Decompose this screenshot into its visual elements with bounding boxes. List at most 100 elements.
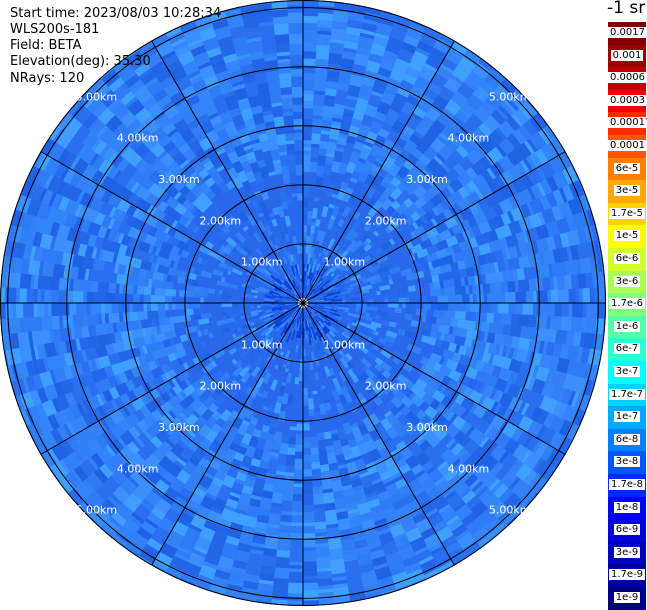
field-gate — [283, 422, 290, 430]
field-gate — [274, 478, 285, 490]
field-gate — [115, 293, 122, 303]
field-gate — [374, 303, 378, 307]
field-gate — [290, 426, 297, 430]
field-gate — [5, 287, 16, 303]
field-gate — [550, 316, 562, 330]
field-gate — [314, 80, 326, 91]
field-gate — [311, 133, 320, 144]
field-gate — [303, 144, 311, 148]
field-gate — [303, 41, 317, 52]
field-gate — [303, 136, 312, 140]
field-gate — [305, 253, 308, 257]
field-gate — [566, 260, 578, 275]
field-gate — [280, 514, 292, 522]
field-gate — [402, 303, 406, 308]
field-gate — [9, 318, 21, 334]
field-gate — [313, 493, 324, 504]
field-gate — [328, 538, 342, 550]
field-gate — [326, 517, 338, 526]
field-gate — [416, 291, 420, 297]
field-gate — [292, 508, 303, 512]
field-gate — [384, 307, 388, 312]
field-gate — [303, 388, 308, 395]
field-gate — [515, 303, 522, 314]
field-gate — [83, 292, 87, 303]
field-gate — [459, 303, 466, 312]
field-gate — [317, 34, 332, 46]
field-gate — [303, 5, 319, 16]
field-gate — [561, 303, 568, 317]
field-gate — [333, 10, 349, 23]
field-gate — [307, 384, 312, 391]
field-gate — [303, 108, 313, 119]
field-gate — [303, 16, 318, 23]
field-gate — [324, 99, 335, 107]
field-gate — [165, 296, 172, 303]
field-gate — [311, 462, 320, 470]
field-gate — [303, 197, 309, 201]
field-gate — [158, 303, 165, 311]
field-gate — [311, 144, 320, 148]
field-gate — [275, 557, 289, 569]
field-gate — [452, 295, 456, 303]
field-gate — [303, 377, 307, 388]
field-gate — [158, 310, 166, 318]
field-gate — [296, 430, 303, 434]
field-gate — [119, 303, 130, 313]
field-gate — [317, 571, 332, 579]
field-gate — [303, 505, 314, 512]
field-gate — [19, 288, 26, 303]
field-gate — [247, 309, 251, 312]
field-gate — [12, 303, 16, 318]
field-gate — [172, 303, 176, 310]
field-gate — [190, 303, 194, 309]
field-gate — [468, 320, 476, 330]
field-gate — [406, 297, 410, 303]
field-gate — [27, 289, 34, 303]
field-gate — [295, 445, 303, 452]
field-gate — [538, 264, 550, 278]
field-gate — [366, 292, 370, 296]
field-gate — [311, 151, 319, 159]
field-gate — [303, 430, 310, 437]
field-gate — [303, 399, 308, 406]
field-gate — [106, 323, 114, 334]
field-gate — [590, 288, 594, 303]
field-gate — [214, 298, 225, 303]
field-gate — [515, 291, 526, 303]
field-gate — [308, 204, 314, 211]
field-gate — [289, 568, 303, 572]
field-gate — [272, 588, 288, 600]
field-gate — [498, 303, 509, 314]
field-gate — [462, 294, 469, 303]
field-gate — [469, 303, 480, 312]
field-gate — [87, 292, 94, 303]
field-gate — [296, 437, 303, 444]
field-gate — [533, 291, 537, 303]
field-gate — [485, 273, 493, 284]
field-gate — [277, 539, 291, 551]
field-gate — [303, 583, 318, 590]
field-gate — [190, 297, 201, 303]
field-gate — [90, 303, 101, 314]
field-gate — [98, 282, 109, 293]
field-gate — [94, 292, 105, 303]
field-gate — [303, 151, 311, 155]
field-gate — [320, 134, 330, 142]
field-gate — [276, 464, 286, 472]
field-gate — [165, 310, 176, 318]
field-gate — [141, 319, 153, 329]
field-gate — [6, 272, 14, 288]
field-gate — [165, 289, 176, 297]
field-gate — [297, 409, 303, 413]
field-gate — [41, 289, 45, 303]
field-gate — [221, 303, 232, 307]
field-gate — [291, 405, 297, 416]
field-gate — [303, 476, 313, 487]
field-gate — [296, 434, 303, 438]
field-gate — [229, 299, 240, 303]
field-gate — [423, 303, 430, 310]
field-gate — [211, 303, 215, 308]
field-gate — [455, 295, 462, 303]
